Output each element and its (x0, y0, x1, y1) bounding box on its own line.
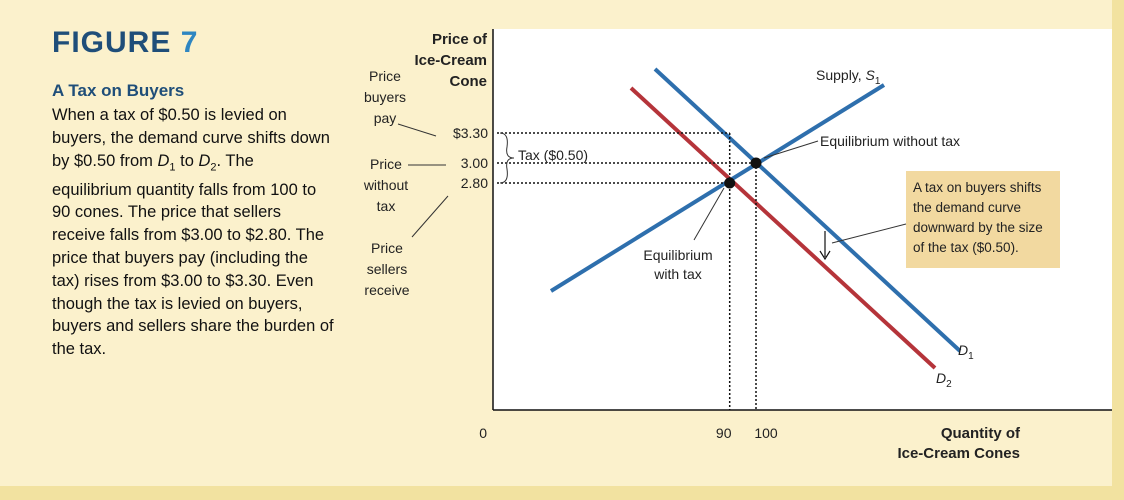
equilibrium-with-tax-label: with tax (653, 266, 701, 282)
panel-border-bottom (0, 486, 1124, 500)
caption-part-5: 2 (210, 160, 217, 173)
equilibrium-point-with-tax (724, 177, 736, 189)
side-label-line: sellers (366, 261, 408, 277)
side-label-line: without (363, 177, 409, 193)
figure-number: 7 (180, 26, 199, 59)
label-price-without-tax: Price without tax (360, 154, 412, 217)
caption-title: A Tax on Buyers (52, 81, 185, 100)
supply-curve-label: Supply, S1 (816, 67, 881, 87)
leader-buyers-pay (397, 123, 437, 137)
leader-sellers-receive (411, 195, 449, 238)
side-label-line: pay (373, 110, 397, 126)
caption-part-6: . The equilibrium quantity falls from 10… (52, 151, 334, 359)
equilibrium-without-tax-label: Equilibrium without tax (820, 133, 960, 149)
shift-arrow-head (819, 250, 831, 261)
x-axis-label: Quantity of (941, 425, 1021, 442)
y-tick-label: 3.00 (461, 155, 488, 171)
y-tick-label: 2.80 (461, 175, 488, 191)
origin-label: 0 (479, 425, 487, 441)
side-label-line: tax (376, 198, 396, 214)
tax-bracket-label: Tax ($0.50) (518, 147, 588, 163)
y-axis-label: Price of (432, 31, 488, 48)
equilibrium-with-tax-label: Equilibrium (643, 247, 712, 263)
tax-bracket (499, 132, 515, 184)
leader-equilibrium-without-tax (763, 140, 819, 159)
x-axis-label: Ice-Cream Cones (897, 445, 1020, 462)
caption-part-4: D (198, 151, 211, 170)
x-tick-label: 100 (754, 425, 778, 441)
equilibrium-point-without-tax (750, 157, 762, 169)
caption-part-2: 1 (169, 160, 176, 173)
demand-curve-d2 (629, 86, 937, 370)
panel-border-right (1112, 0, 1124, 500)
figure-label: FIGURE 7 (52, 26, 198, 60)
caption-part-3: to (175, 151, 199, 170)
y-axis-label: Cone (450, 73, 488, 90)
shift-annotation-text: A tax on buyers shifts (913, 180, 1042, 195)
side-label-line: Price (370, 156, 402, 172)
y-tick-label: $3.30 (453, 125, 488, 141)
leader-equilibrium-with-tax (693, 187, 725, 241)
supply-curve (549, 83, 886, 293)
d1-curve-label: D1 (958, 342, 974, 362)
label-price-buyers-pay: Price buyers pay (362, 66, 408, 129)
side-label-line: Price (369, 68, 401, 84)
shift-annotation-text: the demand curve (913, 200, 1021, 215)
caption-body: When a tax of $0.50 is levied on buyers,… (52, 104, 337, 361)
shift-annotation-box (906, 171, 1060, 268)
x-tick-label: 90 (716, 425, 732, 441)
shift-annotation-text: downward by the size (913, 220, 1043, 235)
leader-shift-annotation (831, 223, 907, 244)
y-axis-label: Ice-Cream (414, 52, 487, 69)
figure-label-text: FIGURE (52, 26, 172, 59)
demand-curve-d1 (653, 67, 962, 353)
label-price-sellers-receive: Price sellers receive (362, 238, 412, 301)
side-label-line: receive (364, 282, 410, 298)
d2-curve-label: D2 (936, 370, 952, 390)
caption-part-1: D (157, 151, 170, 170)
shift-annotation-text: of the tax ($0.50). (913, 240, 1019, 255)
side-label-line: buyers (363, 89, 407, 105)
side-label-line: Price (371, 240, 403, 256)
caption-part-0: When a tax of $0.50 is levied on buyers,… (52, 106, 330, 170)
